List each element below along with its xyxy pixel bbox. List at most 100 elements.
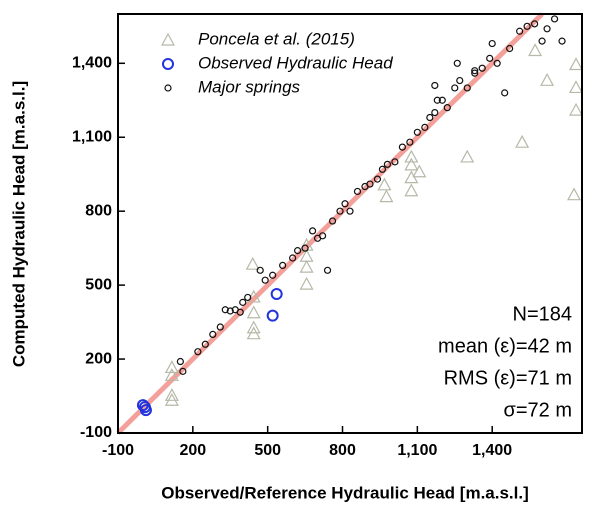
- circle-marker: [538, 37, 546, 45]
- x-tick-label: 800: [329, 442, 356, 459]
- triangle-marker: [299, 276, 314, 290]
- triangle-marker: [164, 388, 179, 401]
- circle-marker: [451, 84, 459, 92]
- annotation: N=184: [513, 303, 573, 325]
- x-tick-label: 1,100: [397, 442, 437, 459]
- triangle-marker: [569, 57, 584, 71]
- circle-marker: [413, 128, 421, 136]
- circle-marker: [516, 27, 524, 35]
- legend-label: Poncela et al. (2015): [198, 29, 355, 48]
- circle-marker: [471, 67, 479, 75]
- triangle-marker: [404, 157, 419, 171]
- circle-marker: [323, 266, 332, 274]
- triangle-marker: [569, 102, 584, 116]
- circle-marker: [558, 37, 566, 45]
- triangle-marker: [160, 32, 176, 46]
- circle-marker: [301, 244, 309, 252]
- triangle-marker: [246, 305, 261, 319]
- circle-marker: [269, 271, 277, 279]
- legend-label: Observed Hydraulic Head: [198, 53, 393, 72]
- triangle-marker: [379, 189, 394, 203]
- circle-marker: [421, 123, 429, 131]
- x-tick-label: -100: [102, 442, 134, 459]
- x-tick-label: 200: [179, 442, 206, 459]
- circle-marker: [453, 59, 461, 67]
- y-tick-label: 1,400: [72, 55, 112, 72]
- circle-marker: [433, 96, 441, 104]
- triangle-marker: [246, 320, 261, 334]
- circle-marker: [216, 323, 224, 331]
- triangle-marker: [404, 183, 419, 197]
- triangle-marker: [164, 360, 179, 374]
- circle-marker: [244, 293, 252, 302]
- triangle-marker: [540, 73, 555, 86]
- triangle-marker: [164, 392, 179, 406]
- circle-marker: [162, 58, 174, 70]
- triangle-marker: [460, 149, 475, 163]
- circle-marker: [336, 207, 344, 215]
- circle-marker: [501, 89, 509, 97]
- circle-marker: [488, 39, 496, 48]
- annotation: σ=72 m: [504, 399, 573, 421]
- circle-marker: [346, 207, 354, 215]
- y-tick-label: -100: [80, 424, 112, 441]
- circle-marker: [279, 261, 287, 269]
- y-tick-label: 200: [85, 350, 112, 367]
- circle-marker: [318, 232, 327, 240]
- circle-marker: [209, 330, 217, 339]
- circle-marker: [463, 84, 471, 92]
- circle-marker: [383, 160, 392, 168]
- circle-marker: [543, 25, 551, 33]
- circle-marker: [353, 187, 362, 196]
- x-tick-label: 500: [254, 442, 281, 459]
- x-tick-label: 1,400: [472, 442, 512, 459]
- y-axis-label: Computed Hydraulic Head [m.a.s.l.]: [9, 81, 28, 367]
- triangle-marker: [377, 177, 392, 191]
- circle-marker: [179, 367, 187, 375]
- circle-marker: [550, 15, 559, 23]
- plot-frame: [117, 13, 583, 434]
- circle-marker: [226, 307, 234, 315]
- annotation: RMS (ε)=71 m: [444, 367, 572, 389]
- circle-marker: [426, 113, 434, 122]
- circle-marker: [341, 200, 349, 208]
- circle-marker: [308, 227, 317, 235]
- annotation: mean (ε)=42 m: [438, 335, 572, 357]
- triangle-marker: [246, 326, 261, 340]
- triangle-marker: [299, 259, 314, 273]
- circle-marker: [256, 266, 264, 274]
- circle-marker: [294, 247, 302, 255]
- circle-marker: [289, 254, 297, 262]
- circle-marker: [506, 44, 514, 53]
- circle-marker: [531, 20, 539, 28]
- circle-marker: [486, 54, 494, 62]
- circle-marker: [443, 104, 451, 112]
- triangle-marker: [412, 164, 427, 178]
- x-axis-label: Observed/Reference Hydraulic Head [m.a.s…: [161, 483, 529, 502]
- circle-marker: [431, 108, 439, 117]
- circle-marker: [194, 348, 202, 356]
- triangle-marker: [515, 134, 530, 148]
- circle-marker: [373, 175, 382, 183]
- circle-marker: [236, 308, 244, 316]
- circle-marker: [164, 84, 172, 92]
- circle-marker: [471, 69, 479, 77]
- circle-marker: [378, 165, 387, 173]
- circle-marker: [478, 64, 486, 72]
- circle-marker: [266, 309, 279, 322]
- triangle-marker: [164, 368, 179, 381]
- circle-marker: [493, 59, 501, 67]
- circle-marker: [406, 138, 414, 146]
- y-tick-label: 500: [85, 276, 112, 293]
- circle-marker: [261, 276, 269, 284]
- circle-marker: [176, 357, 184, 366]
- circle-marker: [431, 81, 439, 90]
- circle-marker: [201, 340, 209, 348]
- y-tick-label: 1,100: [72, 128, 112, 145]
- circle-marker: [438, 96, 446, 104]
- y-tick-label: 800: [85, 202, 112, 219]
- circle-marker: [239, 298, 247, 306]
- triangle-marker: [404, 149, 419, 163]
- circle-marker: [136, 399, 149, 412]
